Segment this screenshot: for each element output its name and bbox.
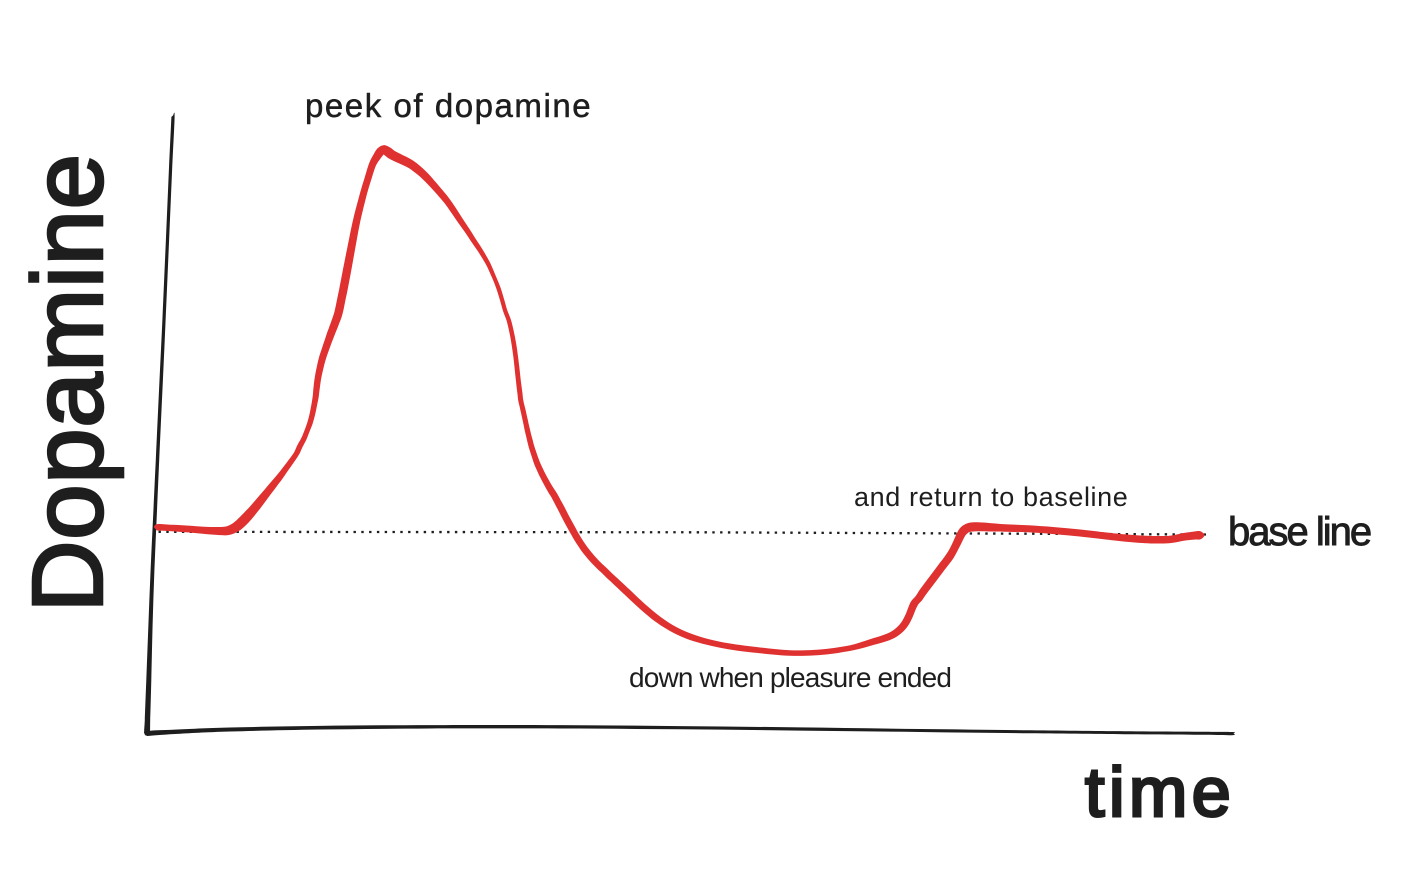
svg-text:time: time: [1085, 753, 1235, 831]
svg-text:and return to baseline: and return to baseline: [854, 482, 1128, 512]
svg-text:base line: base line: [1228, 510, 1371, 554]
svg-text:Dopamine: Dopamine: [12, 153, 124, 612]
svg-text:peek of dopamine: peek of dopamine: [305, 87, 592, 124]
svg-text:down when pleasure ended: down when pleasure ended: [629, 662, 951, 693]
